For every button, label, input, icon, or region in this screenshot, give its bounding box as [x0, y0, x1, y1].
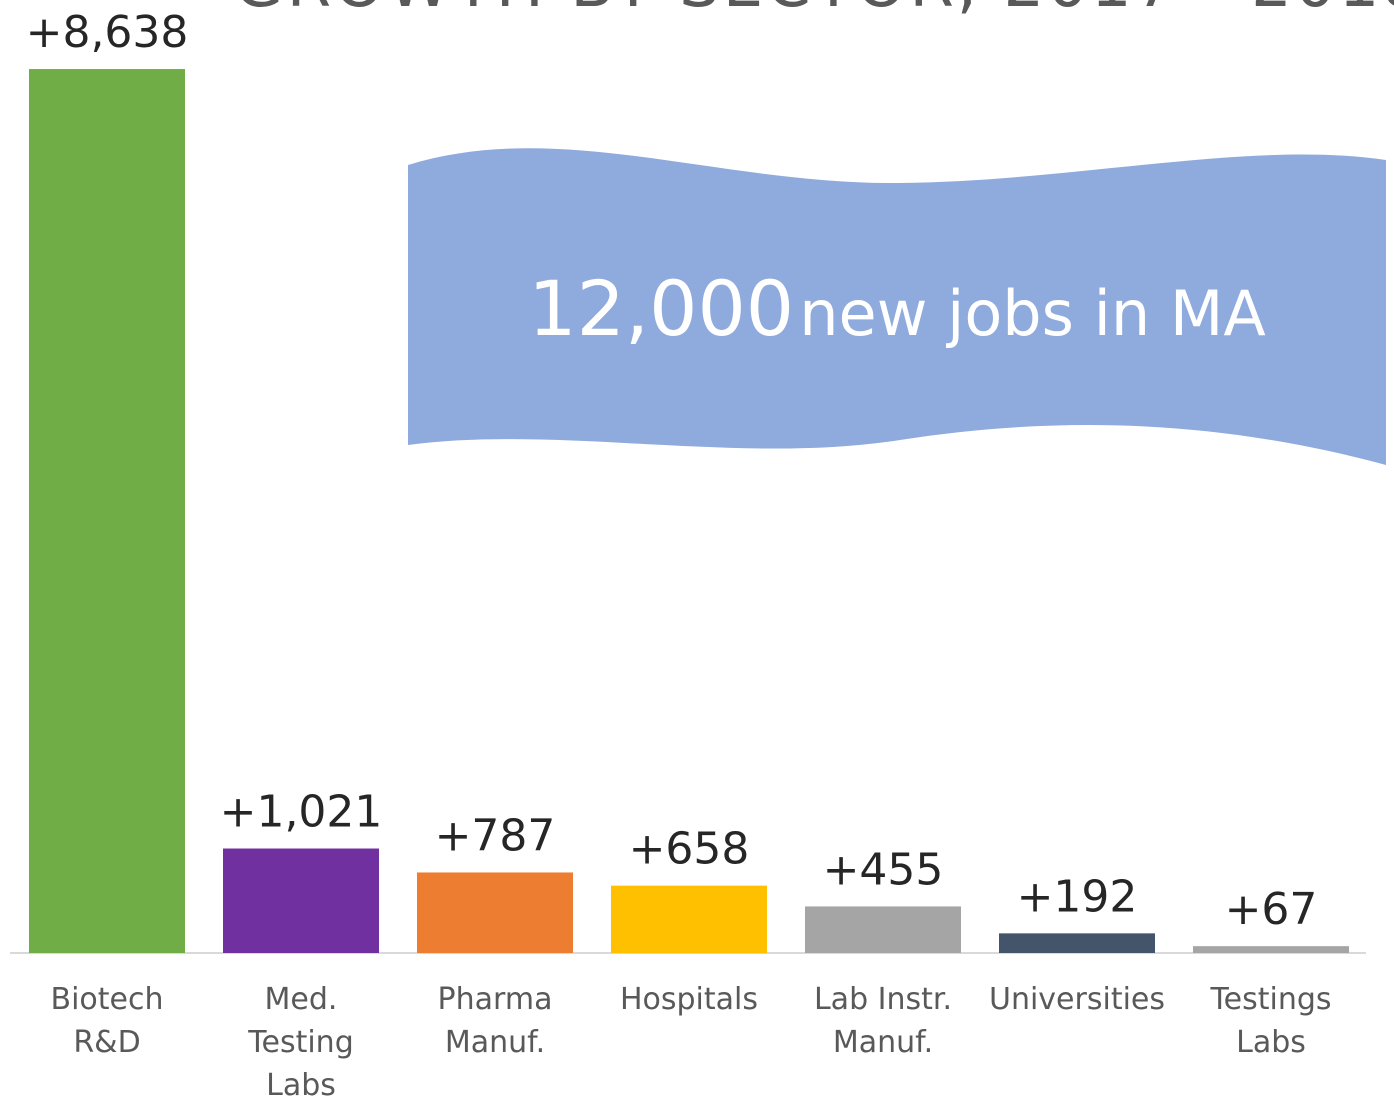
callout-number: 12,000: [528, 264, 794, 353]
x-tick-text: Med. Testing Labs: [248, 982, 354, 1099]
x-tick-text: Lab Instr. Manuf.: [813, 982, 953, 1060]
x-tick-label: Lab Instr. Manuf.: [805, 978, 961, 1064]
x-tick-text: Biotech R&D: [50, 982, 164, 1060]
bar: [611, 885, 767, 953]
bar: [29, 69, 185, 953]
x-tick-label: Med. Testing Labs: [223, 978, 379, 1099]
x-tick-text: Pharma Manuf.: [437, 982, 553, 1060]
value-label: +192: [1017, 871, 1138, 922]
callout-text: 12,000 new jobs in MA: [528, 264, 1266, 353]
x-tick-text: Universities: [989, 982, 1166, 1017]
x-tick-label: Hospitals: [611, 978, 767, 1021]
bar: [805, 906, 961, 953]
chart-title: GROWTH BY SECTOR, 2017 - 2018: [234, 0, 1394, 22]
value-label: +67: [1225, 884, 1318, 935]
x-tick-label: Pharma Manuf.: [417, 978, 573, 1064]
x-tick-text: Hospitals: [619, 982, 759, 1017]
callout-caption: new jobs in MA: [799, 277, 1266, 350]
value-label: +658: [629, 824, 750, 875]
value-label: +1,021: [220, 787, 383, 838]
bar: [417, 872, 573, 953]
x-tick-label: Universities: [989, 978, 1165, 1021]
x-tick-label: Biotech R&D: [29, 978, 185, 1064]
value-label: +455: [823, 844, 944, 895]
x-tick-text: Testings Labs: [1210, 982, 1332, 1060]
bar: [223, 848, 379, 953]
x-tick-label: Testings Labs: [1193, 978, 1349, 1064]
value-label: +8,638: [26, 7, 189, 58]
bar: [1193, 946, 1349, 953]
callout-banner: [408, 148, 1386, 465]
bar: [999, 933, 1155, 953]
value-label: +787: [435, 810, 556, 861]
